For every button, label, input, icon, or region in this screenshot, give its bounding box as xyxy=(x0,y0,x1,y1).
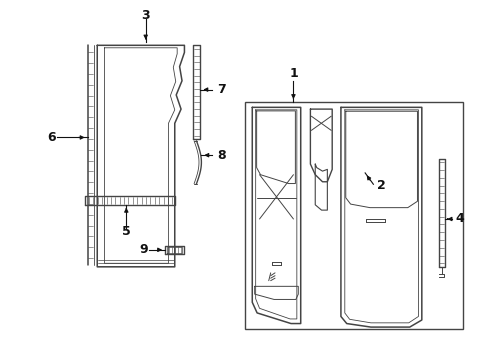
Text: 9: 9 xyxy=(139,243,147,256)
Text: 3: 3 xyxy=(142,9,150,22)
Text: 7: 7 xyxy=(217,83,226,96)
Text: 5: 5 xyxy=(122,225,131,238)
Text: 4: 4 xyxy=(455,212,464,225)
Text: 6: 6 xyxy=(47,131,55,144)
Bar xyxy=(245,102,463,329)
Text: 2: 2 xyxy=(377,179,386,192)
Text: 8: 8 xyxy=(217,149,225,162)
Text: 1: 1 xyxy=(289,67,298,80)
